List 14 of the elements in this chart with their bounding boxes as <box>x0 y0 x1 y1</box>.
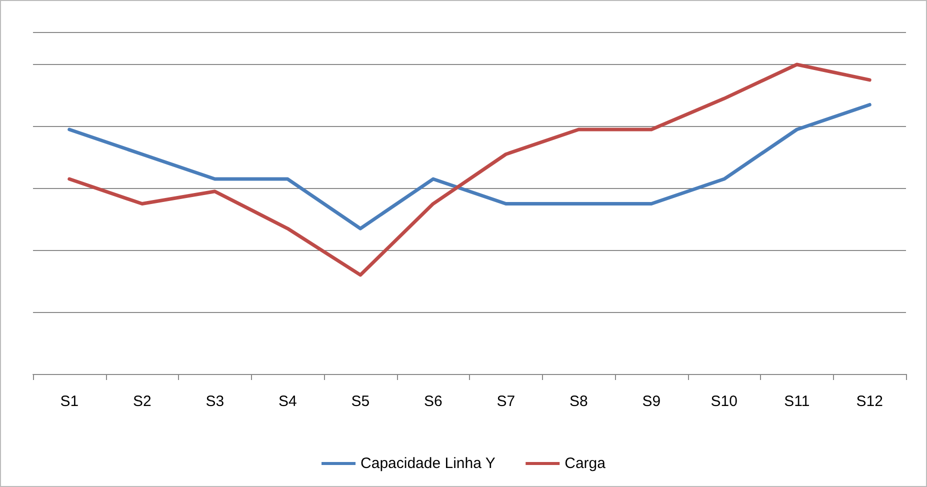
x-tick-label: S7 <box>496 393 516 410</box>
x-tick-label: S12 <box>856 393 883 410</box>
x-tick-label: S11 <box>784 393 810 410</box>
legend-label: Carga <box>564 455 606 472</box>
x-tick-label: S8 <box>569 393 588 410</box>
x-tick-label: S5 <box>351 393 370 410</box>
x-tick-label: S10 <box>710 393 738 410</box>
x-tick-label: S6 <box>424 393 442 410</box>
legend-label: Capacidade Linha Y <box>360 455 496 472</box>
x-tick-label: S1 <box>60 393 79 410</box>
x-tick-label: S9 <box>642 393 661 410</box>
x-tick-label: S2 <box>132 393 152 410</box>
x-tick-label: S3 <box>206 393 224 410</box>
x-tick-label: S4 <box>278 393 297 410</box>
